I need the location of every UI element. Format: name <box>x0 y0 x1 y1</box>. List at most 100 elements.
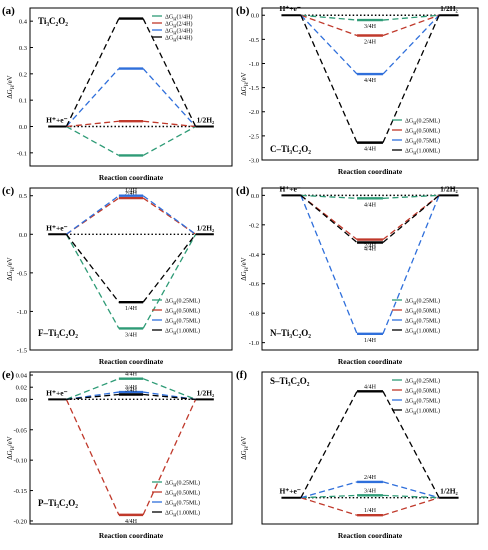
y-tick-label: -0.1 <box>17 150 27 157</box>
series-connector <box>382 481 440 499</box>
legend-entry: ΔGH(1/4H) <box>165 14 192 22</box>
plot-frame <box>261 371 479 525</box>
legend-entry: ΔGH(0.75ML) <box>405 138 440 146</box>
y-tick-label: -0.2 <box>249 222 259 229</box>
y-tick-label: -1.0 <box>249 61 259 68</box>
state-label-initial: H⁺+e⁻ <box>46 116 67 125</box>
series-connector <box>300 390 358 498</box>
y-tick-label: -1.5 <box>17 348 27 355</box>
series-connector <box>300 14 358 143</box>
y-axis-label: ΔGH/eV <box>6 436 16 459</box>
legend-entry: ΔGH(0.75ML) <box>165 318 200 326</box>
state-label-initial: H⁺+e⁻ <box>46 388 67 397</box>
series-level-label: 4/4H <box>125 372 138 378</box>
series-level-label: 2/4H <box>125 191 138 197</box>
series-connector <box>65 18 120 127</box>
series-level-label: 4/4H <box>364 246 377 252</box>
y-axis-label: ΔGH/eV <box>240 436 250 459</box>
state-label-final: 1/2H₂ <box>197 388 215 397</box>
series-connector <box>382 14 440 37</box>
series-level-label: 3/4H <box>125 332 138 338</box>
y-tick-label: 0.4 <box>19 19 28 26</box>
series-level-label: 2/4H <box>364 40 377 46</box>
series-connector <box>66 378 120 400</box>
panel-label: (c) <box>2 185 15 197</box>
plot-frame <box>29 371 233 525</box>
series-connector <box>300 14 358 75</box>
panel-title: P–Ti₃C₂O₂ <box>38 498 78 508</box>
series-connector <box>142 197 197 235</box>
series-level-label: 1/4H <box>125 306 138 312</box>
panel-label: (e) <box>2 369 15 381</box>
y-tick-label: 0.0 <box>251 193 259 200</box>
legend-entry: ΔGH(0.75ML) <box>405 398 440 406</box>
y-tick-label: -2.5 <box>249 133 259 140</box>
state-label-final: 1/2H₂ <box>440 4 458 13</box>
series-connector <box>382 497 440 516</box>
series-level-label: 4/4H <box>364 147 377 153</box>
series-level-label: 1/4H <box>364 338 377 344</box>
y-tick-label: -2.0 <box>249 109 259 116</box>
plot-frame <box>261 7 479 161</box>
y-axis-label: ΔGH/eV <box>6 75 16 98</box>
y-axis-label: ΔGH/eV <box>240 72 250 95</box>
state-label-initial: H⁺+e⁻ <box>279 184 300 193</box>
legend-entry: ΔGH(0.50ML) <box>405 128 440 136</box>
x-axis-label: Reaction coordinate <box>338 357 403 366</box>
series-level-label: 3/4H <box>364 24 377 30</box>
panel-label: (d) <box>236 185 250 197</box>
series-connector <box>300 14 358 21</box>
legend-entry: ΔGH(3/4H) <box>165 28 192 36</box>
legend-entry: ΔGH(1.00ML) <box>405 328 440 336</box>
series-level-label: 4/4H <box>364 78 377 84</box>
series-level-label: 4/4H <box>364 384 377 390</box>
legend-entry: ΔGH(0.50ML) <box>165 490 200 498</box>
y-tick-label: -3.0 <box>249 158 259 165</box>
y-tick-label: 0.2 <box>19 71 27 78</box>
x-axis-label: Reaction coordinate <box>99 173 164 182</box>
series-connector <box>142 195 197 235</box>
series-connector <box>65 399 120 516</box>
series-level-label: 1/4H <box>125 189 138 195</box>
series-connector <box>142 233 197 303</box>
series-connector <box>142 125 196 157</box>
state-label-initial: H⁺+e⁻ <box>279 487 300 496</box>
legend-entry: ΔGH(0.25ML) <box>405 378 440 386</box>
series-connector <box>65 233 120 329</box>
series-level-label: 2/4H <box>364 475 377 481</box>
legend-entry: ΔGH(1.00ML) <box>405 408 440 416</box>
panel-title: C–Ti₃C₂O₂ <box>270 144 311 154</box>
panel-title: N–Ti₃C₂O₂ <box>270 328 311 338</box>
series-level-label: 1/4H <box>364 508 377 514</box>
y-tick-label: 0.3 <box>19 45 27 52</box>
legend-entry: ΔGH(2/4H) <box>165 21 192 29</box>
series-connector <box>300 497 358 516</box>
legend-entry: ΔGH(0.75ML) <box>165 500 200 508</box>
legend-entry: ΔGH(0.50ML) <box>405 388 440 396</box>
state-label-initial: H⁺+e⁻ <box>279 4 300 13</box>
series-connector <box>142 378 196 400</box>
legend-entry: ΔGH(0.25ML) <box>405 118 440 126</box>
y-tick-label: -0.5 <box>249 37 259 44</box>
y-tick-label: -0.20 <box>13 518 27 525</box>
legend-entry: ΔGH(4/4H) <box>165 35 192 43</box>
legend-entry: ΔGH(0.25ML) <box>165 298 200 306</box>
series-connector <box>66 391 119 401</box>
series-connector <box>66 125 120 157</box>
series-connector <box>65 68 120 127</box>
series-connector <box>66 393 119 401</box>
y-tick-label: 0.00 <box>16 397 27 404</box>
series-level-label: 4/4H <box>125 519 138 525</box>
y-tick-label: 0.0 <box>19 124 27 131</box>
series-connector <box>142 68 197 127</box>
plot-frame <box>29 7 233 167</box>
x-axis-label: Reaction coordinate <box>99 357 164 366</box>
state-label-initial: H⁺+e⁻ <box>46 223 67 232</box>
series-connector <box>300 481 358 499</box>
series-connector <box>65 233 120 303</box>
y-tick-label: -0.4 <box>249 252 260 259</box>
y-tick-label: 0.1 <box>19 98 27 105</box>
y-tick-label: 0.5 <box>19 193 27 200</box>
series-connector <box>143 120 196 128</box>
